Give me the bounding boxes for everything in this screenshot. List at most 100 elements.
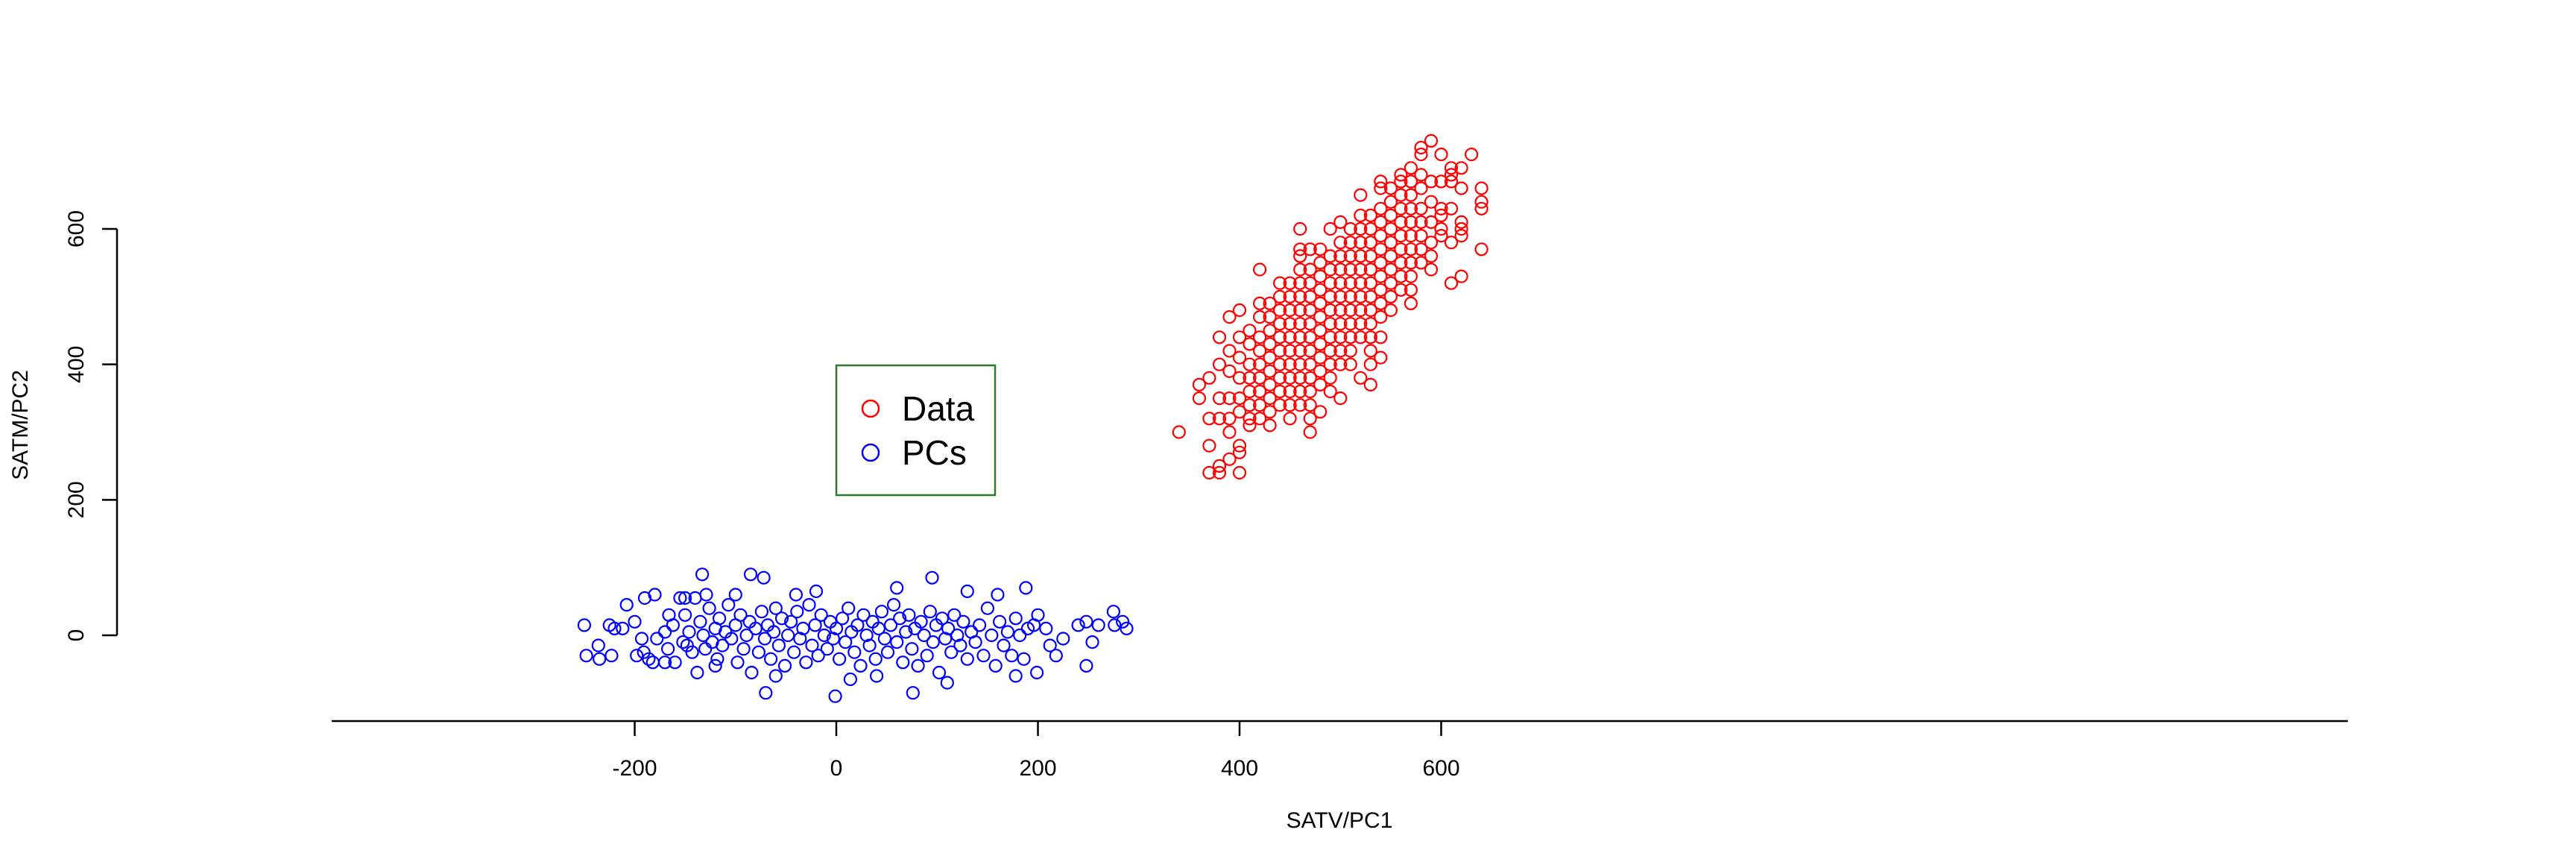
pc-point xyxy=(593,652,607,666)
data-point xyxy=(1313,350,1328,365)
pc-point xyxy=(678,591,692,605)
pc-point xyxy=(940,676,954,690)
data-point xyxy=(1272,384,1287,399)
data-point xyxy=(1363,303,1377,318)
pc-point xyxy=(657,625,672,639)
pc-point xyxy=(660,642,675,656)
data-point xyxy=(1252,398,1267,412)
data-point xyxy=(1243,384,1257,399)
pc-point xyxy=(1008,669,1023,683)
data-point xyxy=(1343,249,1357,263)
data-point xyxy=(1303,242,1317,257)
data-point xyxy=(1343,344,1357,358)
data-point xyxy=(1404,242,1418,257)
data-point xyxy=(1172,425,1186,439)
data-point xyxy=(1303,303,1317,318)
data-point xyxy=(1323,276,1337,290)
data-point xyxy=(1434,229,1448,243)
pc-point xyxy=(853,658,868,673)
pc-point xyxy=(883,618,898,632)
data-point xyxy=(1474,195,1489,209)
pc-point xyxy=(1039,621,1053,636)
pc-point xyxy=(751,645,766,659)
data-point xyxy=(1404,256,1418,270)
data-point xyxy=(1414,201,1428,215)
pc-point xyxy=(604,649,619,663)
data-point xyxy=(1394,188,1408,202)
data-point xyxy=(1363,357,1377,371)
data-point xyxy=(1333,357,1348,371)
data-point xyxy=(1383,289,1398,303)
data-point xyxy=(1303,276,1317,290)
data-point xyxy=(1303,262,1317,277)
pc-point xyxy=(811,649,825,663)
data-point xyxy=(1303,357,1317,371)
pc-point xyxy=(917,628,931,643)
data-point xyxy=(1354,330,1368,344)
pc-point xyxy=(666,618,681,632)
pc-point xyxy=(678,608,692,622)
pc-point xyxy=(757,570,771,585)
data-point xyxy=(1272,289,1287,303)
data-point xyxy=(1404,296,1418,310)
data-point xyxy=(1343,262,1357,277)
data-point xyxy=(1343,221,1357,236)
data-point xyxy=(1363,262,1377,277)
data-point xyxy=(1454,229,1468,243)
data-point xyxy=(1283,371,1297,385)
data-point xyxy=(1454,269,1468,283)
data-point xyxy=(1424,236,1439,250)
pc-point xyxy=(808,618,822,632)
data-point xyxy=(1243,324,1257,338)
data-point xyxy=(1404,188,1418,202)
data-point xyxy=(1243,418,1257,432)
data-point xyxy=(1252,371,1267,385)
data-point xyxy=(1303,289,1317,303)
data-point xyxy=(1424,249,1439,263)
data-point xyxy=(1263,364,1277,378)
y-axis: 0 200 400 600 SATM/PC2 xyxy=(8,210,119,641)
pc-point xyxy=(1085,635,1099,649)
pc-point xyxy=(657,655,672,670)
data-point xyxy=(1283,384,1297,399)
pc-point xyxy=(911,658,925,673)
pc-point xyxy=(634,632,649,646)
data-point xyxy=(1283,330,1297,344)
data-point xyxy=(1313,256,1328,270)
data-point xyxy=(1444,276,1459,290)
pc-point xyxy=(682,625,696,639)
data-point xyxy=(1383,276,1398,290)
data-point xyxy=(1363,221,1377,236)
data-point xyxy=(1232,303,1247,318)
data-point xyxy=(1303,330,1317,344)
data-point xyxy=(1232,465,1247,480)
pc-point xyxy=(902,608,916,622)
data-point xyxy=(1383,221,1398,236)
data-point xyxy=(1383,303,1398,318)
pc-point xyxy=(648,588,662,602)
data-point xyxy=(1374,201,1388,215)
pc-point xyxy=(1071,618,1085,632)
data-point xyxy=(1354,188,1368,202)
data-point xyxy=(1252,262,1267,277)
pc-point xyxy=(938,632,953,646)
data-point xyxy=(1323,371,1337,385)
data-point xyxy=(1263,296,1277,310)
pc-point xyxy=(619,597,634,612)
data-point xyxy=(1272,303,1287,318)
data-point xyxy=(1434,221,1448,236)
data-point xyxy=(1374,283,1388,297)
data-point xyxy=(1222,310,1237,324)
data-point xyxy=(1202,371,1216,385)
data-point xyxy=(1444,201,1459,215)
data-point xyxy=(1252,330,1267,344)
pc-point xyxy=(579,649,593,663)
data-point xyxy=(1354,303,1368,318)
data-point xyxy=(1303,398,1317,412)
pc-point xyxy=(690,665,704,680)
data-point xyxy=(1283,398,1297,412)
pc-point xyxy=(850,618,865,632)
x-axis-title: SATV/PC1 xyxy=(1287,808,1393,833)
data-point xyxy=(1293,384,1307,399)
x-tick-label: -200 xyxy=(612,756,657,781)
